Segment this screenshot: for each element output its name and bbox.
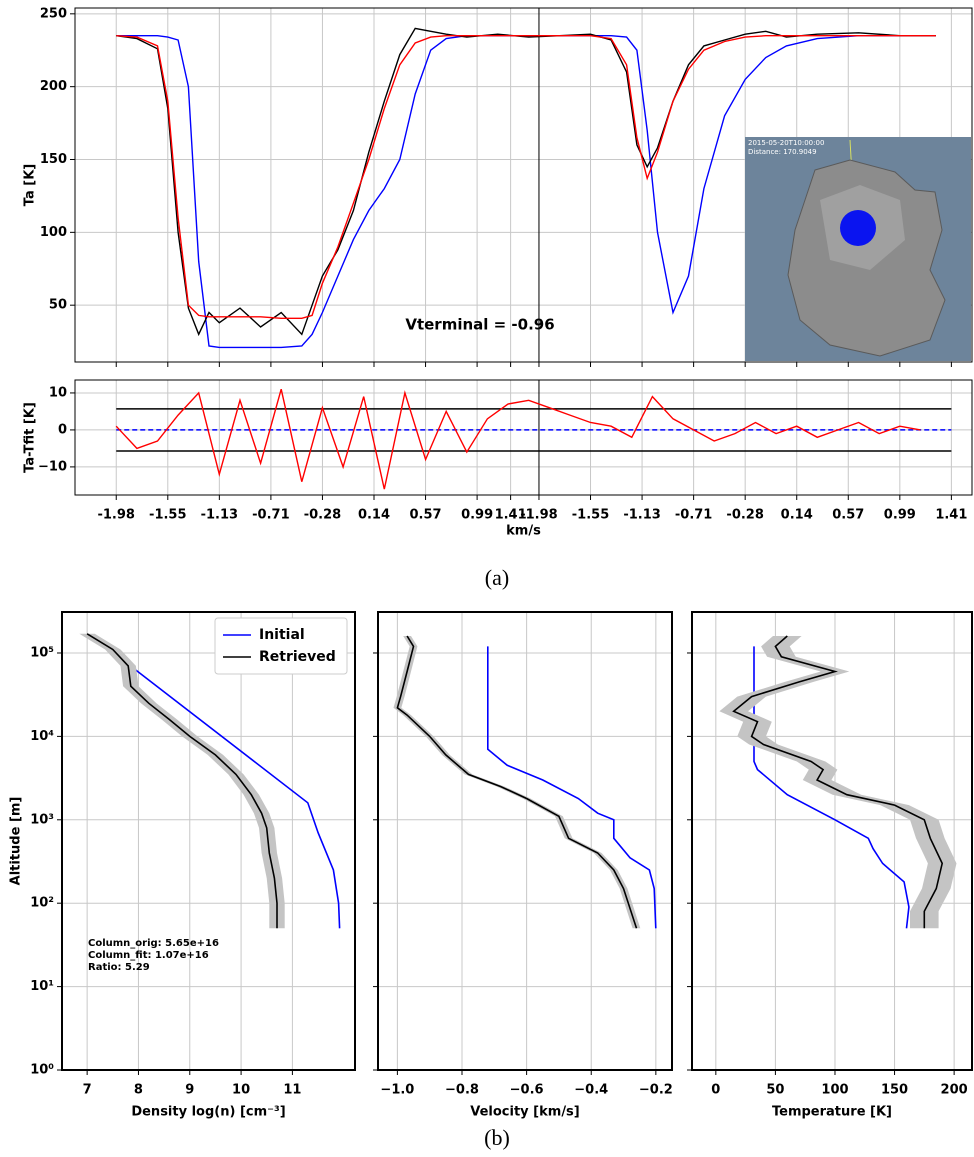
y-tick-label: 10⁵ xyxy=(30,645,54,660)
x-tick-label: −0.2 xyxy=(639,1083,673,1098)
y-tick-label: 150 xyxy=(40,152,67,167)
x-axis-label: Velocity [km/s] xyxy=(470,1105,580,1120)
x-axis-label: Density log(n) [cm⁻³] xyxy=(131,1105,285,1120)
data-line xyxy=(732,635,944,929)
y-tick-label: 10¹ xyxy=(30,979,54,994)
x-axis-label: Temperature [K] xyxy=(772,1105,892,1120)
x-tick-label: −1.0 xyxy=(380,1083,414,1098)
y-tick-label: 10⁴ xyxy=(30,729,54,744)
plot-frame xyxy=(377,611,673,1071)
data-line xyxy=(104,645,341,929)
x-tick-label: 0.57 xyxy=(832,508,864,523)
inset-image: 2015-05-20T10:00:00 Distance: 170.9049 xyxy=(745,137,971,361)
x-tick-label: 50 xyxy=(766,1083,784,1098)
x-tick-label: -1.55 xyxy=(149,508,186,523)
x-tick-label: 0.57 xyxy=(410,508,442,523)
x-tick-label: -0.71 xyxy=(252,508,289,523)
annotation: Vterminal = -0.96 xyxy=(405,316,554,334)
x-tick-label: 0 xyxy=(711,1083,720,1098)
x-tick-label: 0.99 xyxy=(884,508,916,523)
annotation: Column_fit: 1.07e+16 xyxy=(88,950,209,961)
plot-frame xyxy=(691,611,973,1071)
x-tick-label: 11 xyxy=(283,1083,301,1098)
legend-label: Retrieved xyxy=(259,649,336,665)
uncertainty-band xyxy=(393,636,641,929)
caption: (b) xyxy=(484,1125,510,1150)
y-axis-label: Ta [K] xyxy=(23,164,38,206)
x-tick-label: 0.14 xyxy=(358,508,390,523)
uncertainty-band xyxy=(79,633,285,929)
x-tick-label: -1.13 xyxy=(623,508,660,523)
x-tick-label: -0.28 xyxy=(304,508,341,523)
plot-frame xyxy=(61,611,356,1071)
y-axis-label: Ta-Tfit [K] xyxy=(23,402,38,473)
x-tick-label: -0.28 xyxy=(726,508,763,523)
plot-frame xyxy=(74,7,973,363)
x-tick-label: 8 xyxy=(134,1083,143,1098)
x-tick-label: 1.41 xyxy=(495,508,527,523)
x-tick-label: -1.98 xyxy=(520,508,557,523)
x-tick-label: 1.41 xyxy=(935,508,967,523)
x-tick-label: 9 xyxy=(185,1083,194,1098)
inset-distance: Distance: 170.9049 xyxy=(748,148,817,156)
data-line xyxy=(753,646,910,929)
y-tick-label: −10 xyxy=(38,459,67,474)
x-tick-label: -1.98 xyxy=(97,508,134,523)
y-tick-label: 50 xyxy=(49,298,67,313)
data-line xyxy=(116,35,936,349)
legend-label: Initial xyxy=(259,627,305,643)
y-tick-label: 10 xyxy=(49,385,67,400)
x-tick-label: -1.13 xyxy=(201,508,238,523)
data-line xyxy=(396,635,638,929)
data-line xyxy=(115,389,921,490)
x-tick-label: 7 xyxy=(83,1083,92,1098)
y-tick-label: 100 xyxy=(40,225,67,240)
inset-timestamp: 2015-05-20T10:00:00 xyxy=(748,139,824,147)
x-tick-label: 0.14 xyxy=(781,508,813,523)
x-tick-label: 100 xyxy=(821,1083,848,1098)
y-tick-label: 10³ xyxy=(30,812,54,827)
plot-frame xyxy=(74,379,973,496)
y-tick-label: 250 xyxy=(40,6,67,21)
y-tick-label: 10² xyxy=(30,896,54,911)
data-line xyxy=(116,35,936,319)
y-tick-label: 10⁰ xyxy=(30,1063,54,1078)
y-tick-label: 200 xyxy=(40,79,67,94)
x-tick-label: 10 xyxy=(232,1083,250,1098)
annotation: Ratio: 5.29 xyxy=(88,962,150,973)
x-tick-label: −0.6 xyxy=(510,1083,544,1098)
x-tick-label: 0.99 xyxy=(461,508,493,523)
annotation: Column_orig: 5.65e+16 xyxy=(88,938,219,949)
x-tick-label: -0.71 xyxy=(675,508,712,523)
x-tick-label: −0.4 xyxy=(574,1083,608,1098)
x-axis-label: km/s xyxy=(506,524,541,539)
y-tick-label: 0 xyxy=(58,422,67,437)
data-line xyxy=(86,633,278,929)
uncertainty-band xyxy=(719,636,957,929)
legend-box xyxy=(214,617,348,675)
x-tick-label: −0.8 xyxy=(445,1083,479,1098)
y-axis-label: Altitude [m] xyxy=(9,797,24,886)
data-line xyxy=(487,646,657,929)
inset-region xyxy=(840,210,876,246)
x-tick-label: 150 xyxy=(881,1083,908,1098)
x-tick-label: 200 xyxy=(941,1083,968,1098)
x-tick-label: -1.55 xyxy=(572,508,609,523)
data-line xyxy=(116,27,936,337)
caption: (a) xyxy=(485,565,509,590)
